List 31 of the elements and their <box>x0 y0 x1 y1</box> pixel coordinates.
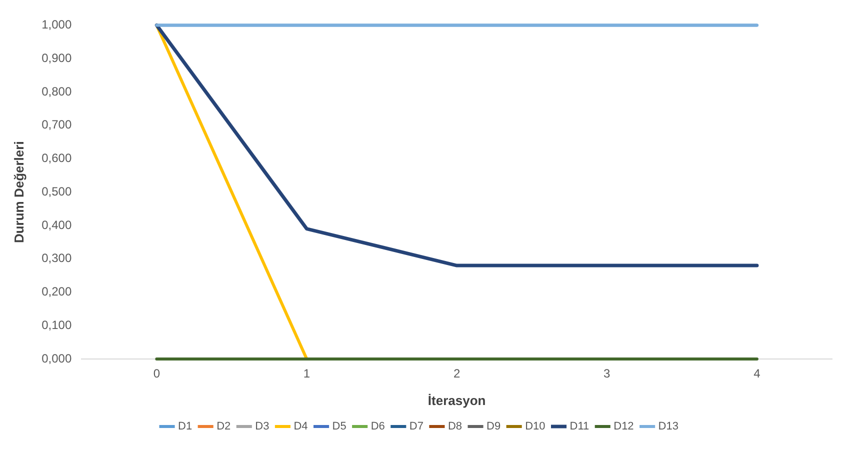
y-tick-label: 0,400 <box>42 218 72 232</box>
x-tick-label: 2 <box>453 366 460 381</box>
y-axis-title: Durum Değerleri <box>11 141 26 244</box>
legend-label: D9 <box>486 420 501 433</box>
y-tick-label: 0,900 <box>42 50 72 65</box>
y-tick-label: 1,000 <box>42 18 72 32</box>
y-tick-label: 0,100 <box>42 318 72 332</box>
y-tick-label: 0,800 <box>42 84 72 98</box>
legend-label: D7 <box>409 420 424 433</box>
legend-label: D12 <box>614 420 634 433</box>
legend-label: D3 <box>255 420 270 433</box>
legend-label: D11 <box>570 420 590 433</box>
x-tick-label: 3 <box>604 366 611 381</box>
y-tick-label: 0,200 <box>42 284 72 299</box>
y-tick-label: 0,300 <box>42 251 72 266</box>
legend-label: D8 <box>448 420 462 433</box>
legend-label: D2 <box>216 420 231 433</box>
legend-label: D5 <box>332 420 346 433</box>
legend-label: D1 <box>178 420 192 433</box>
legend-label: D10 <box>525 420 546 433</box>
x-tick-label: 1 <box>303 366 310 381</box>
legend-label: D13 <box>658 420 678 433</box>
y-tick-label: 0,600 <box>42 151 72 166</box>
legend-label: D6 <box>370 420 385 433</box>
x-axis-title: İterasyon <box>428 392 486 408</box>
y-tick-label: 0,000 <box>42 351 72 366</box>
x-tick-label: 4 <box>754 366 761 381</box>
y-tick-label: 0,700 <box>42 118 72 132</box>
x-tick-label: 0 <box>153 366 160 381</box>
y-tick-label: 0,500 <box>42 184 72 198</box>
legend-label: D4 <box>294 420 308 433</box>
